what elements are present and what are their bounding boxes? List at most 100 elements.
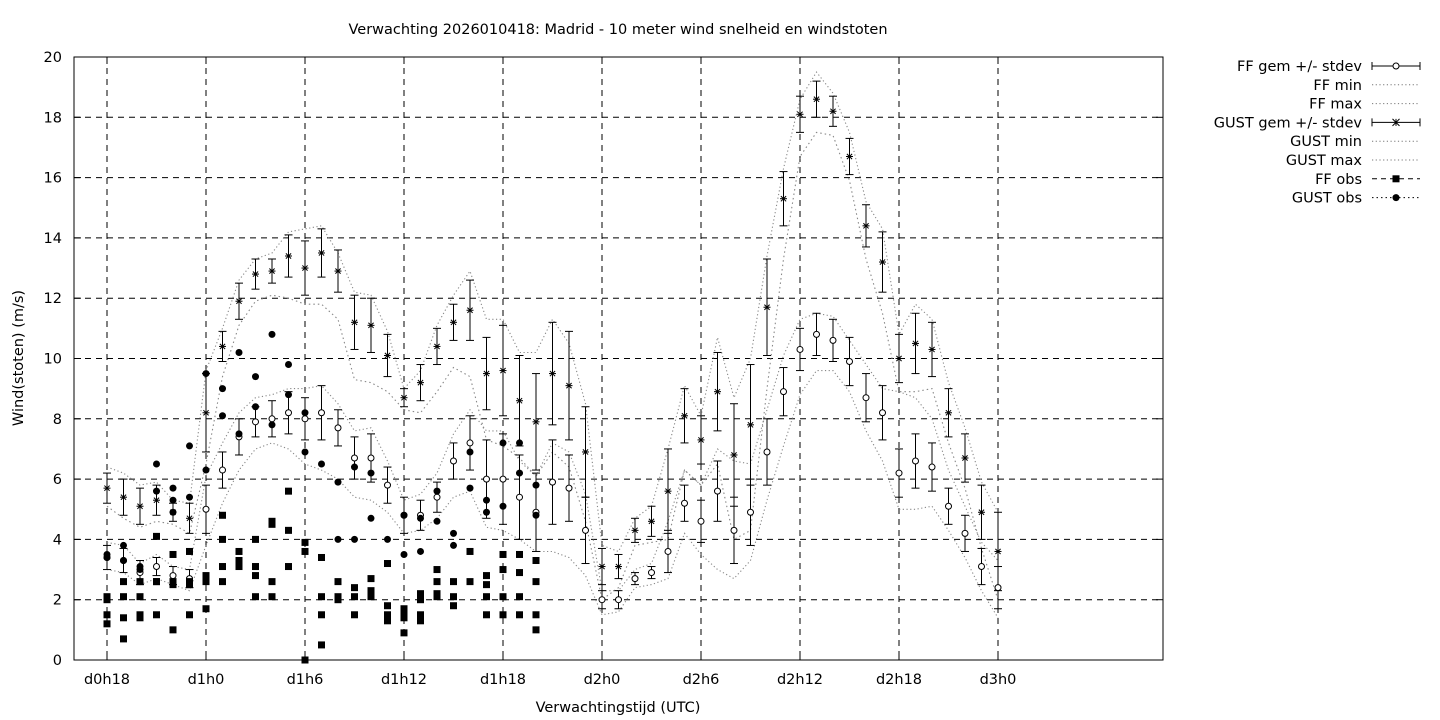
gust-mean-star-stroke [780,195,787,202]
gust-obs-point [153,487,160,495]
gust-mean-point [202,409,210,417]
gust-mean-star-stroke [434,343,440,350]
ff-obs-point [285,487,292,495]
ff-obs-point [285,563,292,571]
x-tick-label: d1h0 [188,672,225,688]
gust-mean-point [136,502,144,510]
ff-obs-point [186,581,193,589]
gust-mean-star-stroke [104,485,110,492]
ff-obs-point [219,535,226,543]
gust-obs-point [499,502,507,510]
ff-obs-point [400,605,408,613]
gust-mean-star-stroke [747,421,754,428]
ff-obs-point [367,593,375,601]
gust-mean-star-stroke [599,563,605,570]
ff-mean-point [466,439,474,447]
gust-mean-point [615,563,622,571]
x-tick-label: d2h12 [777,672,823,688]
gust-mean-point [681,412,688,420]
ff-obs-point [219,563,226,571]
ff-obs-point [400,629,408,637]
gust-mean-point [862,222,870,230]
gust-mean-point [895,355,903,362]
y-tick-label: 6 [53,472,62,488]
ff-obs-point [318,593,325,601]
ff-obs-point [136,614,144,622]
gust-mean-star-stroke [698,436,704,443]
y-axis-label: Wind(stoten) (m/s) [11,290,27,426]
ff-obs-point [516,611,523,619]
ff-mean-point [895,469,903,477]
gust-mean-point [813,95,820,103]
ff-mean-point [549,478,556,486]
ff-obs-point [367,587,375,595]
ff-mean-point [499,475,507,483]
gust-mean-point [384,351,391,359]
gust-obs-point [400,550,408,558]
gust-mean-point [499,367,507,375]
ff-mean-point [961,529,969,537]
ff-obs-point [169,550,177,558]
legend-swatch-marker [1392,194,1400,202]
gust-obs-point [235,348,243,356]
gust-obs-point [532,481,540,489]
gust-obs-point [169,496,177,504]
gust-mean-point [466,306,474,314]
ff-mean-point [796,345,804,353]
gust-obs-point [483,496,490,504]
gust-mean-star-stroke [252,271,259,278]
gust-obs-point [351,535,358,543]
error-bars [103,80,1002,610]
gust-mean-point [664,487,672,495]
gust-obs-point [334,535,342,543]
gust-mean-point [219,342,226,350]
x-tick-label: d2h0 [584,672,621,688]
grid [74,57,1163,660]
ff-obs-point [235,563,243,571]
gust-mean-star-stroke [896,355,902,362]
x-axis-label: Verwachtingstijd (UTC) [536,700,701,716]
gust-mean-star-stroke [236,298,242,305]
gust-mean-star-stroke [879,259,886,265]
gust-mean-point [582,448,589,456]
gust-mean-point [186,514,193,522]
ff-mean-point [433,493,441,501]
gust-mean-star-stroke [533,418,539,425]
ff-mean-point [829,336,837,344]
ff-obs-point [202,605,210,613]
ff-obs-point [169,626,177,634]
gust-obs-point [417,514,424,522]
ff-obs-point [120,635,127,643]
ff-obs-point [136,578,144,586]
ff-mean-point [730,526,738,534]
ff-obs-point [186,547,193,555]
gust-obs-point [384,535,391,543]
gust-mean-point [945,409,952,417]
gust-mean-star-stroke [665,488,671,495]
ff-obs-point [301,656,309,664]
gust-obs-point [120,541,127,549]
ff-mean-point [846,358,853,366]
gust-mean-star-stroke [384,352,391,359]
ff-mean-point [483,475,490,483]
ff-obs-point [252,535,259,543]
gust-obs-point [516,469,523,477]
gust-mean-point [697,436,705,444]
x-tick-label: d0h18 [84,672,130,688]
ff-obs-point [268,593,276,601]
gust-mean-star-stroke [516,397,523,404]
gust-mean-star-stroke [335,268,341,275]
gust-obs-point [450,541,457,549]
ff-obs-point [483,611,490,619]
gust-mean-point [120,493,127,501]
ff-obs-point [499,550,507,558]
y-tick-label: 14 [44,231,62,247]
ff-obs-point [351,593,358,601]
gust-mean-star-stroke [203,409,209,416]
gust-mean-point [714,388,721,396]
ff-mean-point [780,388,787,396]
ff-obs-point [235,547,243,555]
gust-mean-star-stroke [681,412,688,419]
ff-mean-point [978,563,985,571]
ff-mean-point [565,484,573,492]
